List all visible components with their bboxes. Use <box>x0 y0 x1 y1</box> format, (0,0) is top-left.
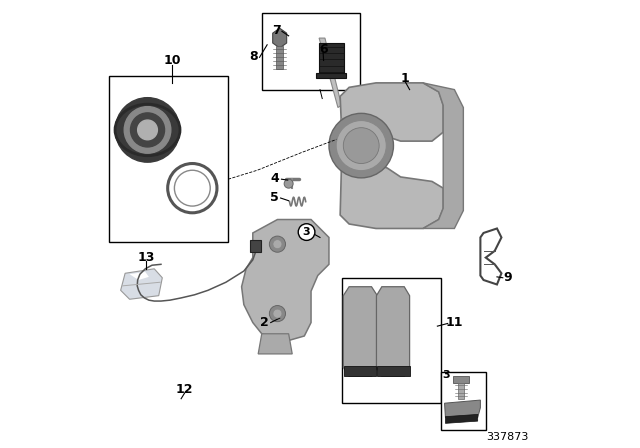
Circle shape <box>284 179 293 188</box>
Bar <box>109 76 228 242</box>
Circle shape <box>329 113 394 178</box>
Polygon shape <box>445 414 477 423</box>
Text: 2: 2 <box>260 316 268 329</box>
Text: 337873: 337873 <box>486 432 529 442</box>
Bar <box>262 13 360 90</box>
Polygon shape <box>376 287 410 376</box>
Circle shape <box>273 240 282 249</box>
Bar <box>458 383 464 399</box>
Text: 7: 7 <box>272 24 280 37</box>
Circle shape <box>138 120 157 140</box>
Circle shape <box>343 128 379 164</box>
Text: 1: 1 <box>401 72 410 85</box>
Polygon shape <box>242 220 329 340</box>
Text: 9: 9 <box>504 271 513 284</box>
Text: 5: 5 <box>270 190 278 204</box>
Text: 3: 3 <box>303 227 310 237</box>
Bar <box>319 43 344 76</box>
Polygon shape <box>273 28 287 48</box>
Polygon shape <box>445 400 481 418</box>
Bar <box>342 278 441 403</box>
Circle shape <box>336 121 387 171</box>
Text: 8: 8 <box>250 49 258 63</box>
Polygon shape <box>343 287 378 376</box>
Polygon shape <box>319 38 342 108</box>
Polygon shape <box>258 334 292 354</box>
Circle shape <box>124 107 171 153</box>
Circle shape <box>131 113 164 147</box>
Polygon shape <box>340 164 443 228</box>
Circle shape <box>273 309 282 318</box>
Circle shape <box>269 306 285 322</box>
Text: 12: 12 <box>176 383 193 396</box>
Bar <box>453 376 469 383</box>
Bar <box>441 372 486 430</box>
Text: 10: 10 <box>163 54 181 67</box>
Text: 11: 11 <box>445 316 463 329</box>
Polygon shape <box>339 117 352 129</box>
Polygon shape <box>121 269 163 299</box>
Text: 13: 13 <box>138 251 155 264</box>
Bar <box>344 366 376 376</box>
Bar <box>276 46 284 69</box>
Polygon shape <box>423 83 463 228</box>
Text: 6: 6 <box>319 43 328 56</box>
Circle shape <box>115 98 180 162</box>
Circle shape <box>269 236 285 252</box>
Text: 4: 4 <box>271 172 280 185</box>
Bar <box>316 73 346 78</box>
Text: 3: 3 <box>442 370 450 380</box>
Polygon shape <box>340 83 443 141</box>
Bar <box>377 366 410 376</box>
Polygon shape <box>130 272 149 280</box>
Bar <box>250 240 261 252</box>
